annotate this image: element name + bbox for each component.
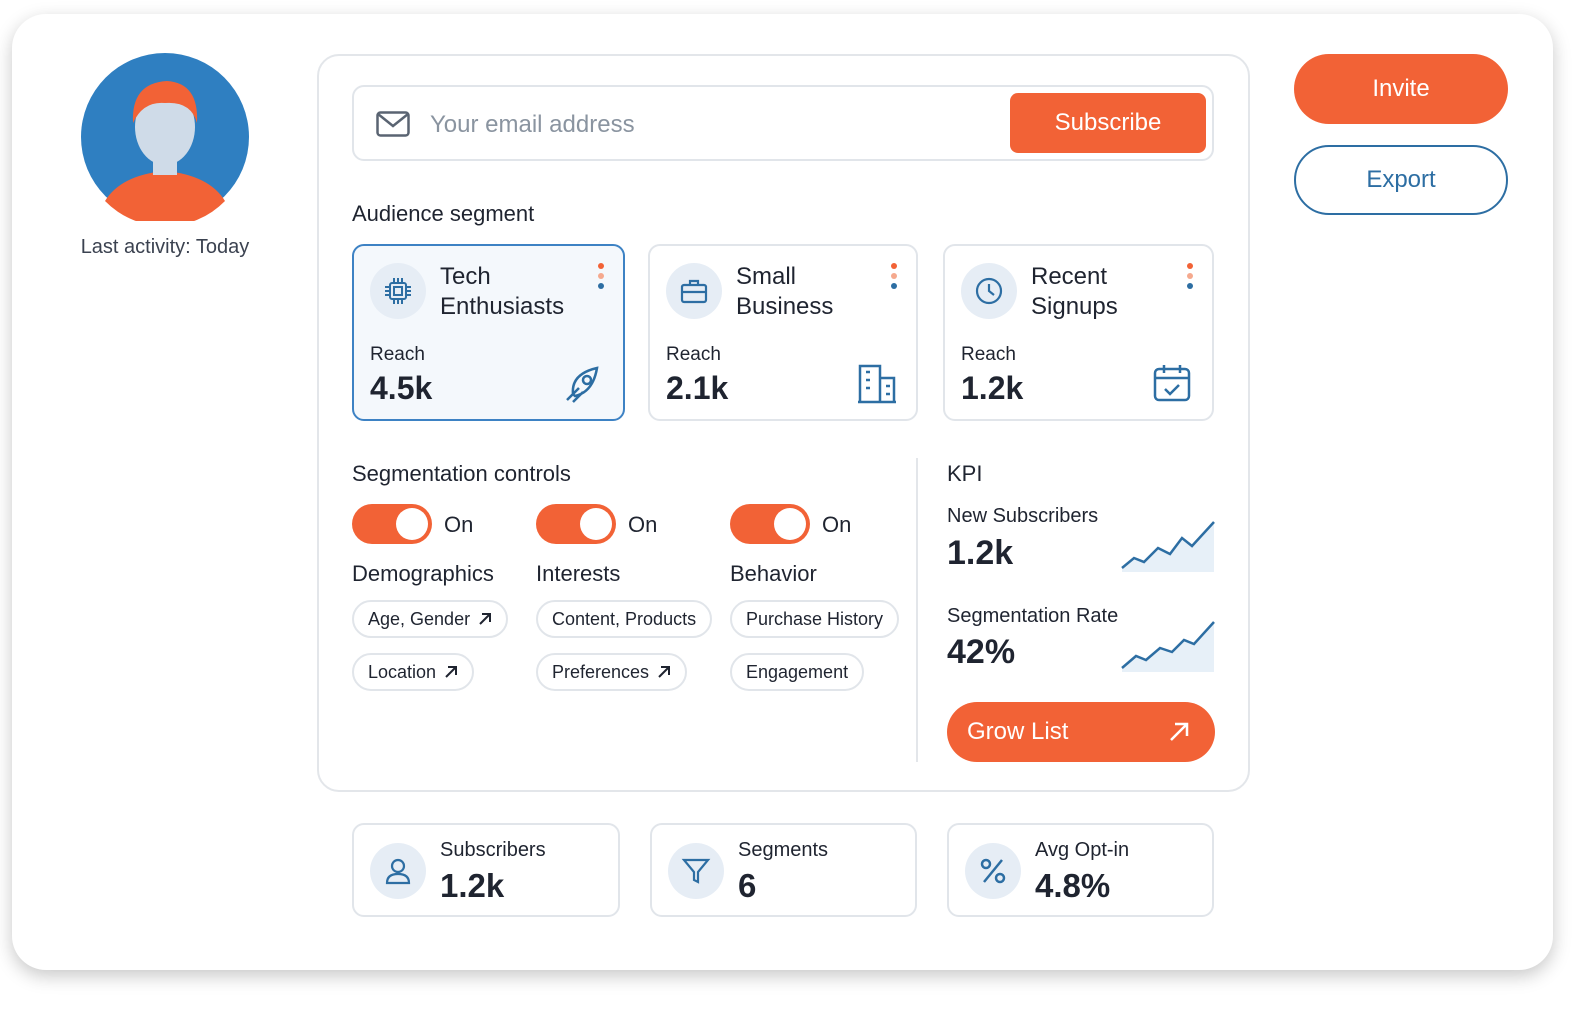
- briefcase-icon: [666, 263, 722, 319]
- funnel-icon: [668, 843, 724, 899]
- tag[interactable]: Engagement: [730, 653, 865, 691]
- kpi-value: 1.2k: [947, 534, 1014, 572]
- user-icon: [370, 843, 426, 899]
- export-button[interactable]: Export: [1294, 145, 1508, 215]
- button-text: Grow List: [967, 718, 1069, 745]
- email-placeholder: Your email address: [430, 111, 635, 138]
- metric-value: 1.2k: [961, 370, 1024, 406]
- stat-value: 1.2k: [440, 867, 505, 904]
- tag-text: Location: [368, 661, 437, 682]
- main-panel: [317, 54, 1250, 792]
- toggle[interactable]: [352, 504, 432, 544]
- segment-card[interactable]: Recent Signups Reach 1.2k: [943, 244, 1214, 421]
- calendar-icon: [1153, 365, 1191, 402]
- metric-value: 2.1k: [666, 370, 729, 406]
- kpi-label: Segmentation Rate: [947, 605, 1119, 627]
- arrow-icon: [658, 666, 671, 678]
- tag[interactable]: Purchase History: [730, 600, 900, 638]
- toggle[interactable]: [730, 504, 810, 544]
- tag-text: Content, Products: [552, 608, 697, 629]
- tag[interactable]: Content, Products: [536, 600, 713, 638]
- toggle-state: On: [822, 512, 852, 537]
- toggle-state: On: [628, 512, 658, 537]
- chip-icon: [370, 263, 426, 319]
- stat-card: Segments 6: [650, 823, 917, 917]
- divider: [916, 458, 918, 762]
- kebab[interactable]: [1186, 262, 1194, 290]
- tag-text: Age, Gender: [368, 608, 471, 629]
- segment-name: Small Business: [736, 263, 834, 320]
- building-icon: [858, 364, 896, 404]
- arrow-icon: [445, 666, 458, 678]
- arrow-icon: [479, 613, 492, 625]
- stat-card: Avg Opt-in 4.8%: [947, 823, 1214, 917]
- stat-value: 4.8%: [1035, 867, 1111, 904]
- tag-text: Purchase History: [746, 608, 884, 629]
- stat-label: Avg Opt-in: [1035, 839, 1130, 861]
- rocket-icon: [566, 366, 599, 403]
- stat-label: Subscribers: [440, 839, 546, 861]
- segment-card[interactable]: Tech Enthusiasts Reach 4.5k: [352, 244, 625, 421]
- tag[interactable]: Location: [352, 653, 475, 691]
- control-label: Interests: [536, 561, 621, 586]
- clock-icon: [961, 263, 1017, 319]
- kpi-value: 42%: [947, 633, 1016, 671]
- tag[interactable]: Preferences: [536, 653, 688, 691]
- percent-icon: [965, 843, 1021, 899]
- stat-card: Subscribers 1.2k: [352, 823, 620, 917]
- segment-name: Recent Signups: [1031, 263, 1118, 320]
- toggle[interactable]: [536, 504, 616, 544]
- mail-icon: [376, 111, 410, 137]
- sparkline: [1121, 521, 1215, 572]
- arrow-icon: [1170, 722, 1189, 741]
- kebab[interactable]: [890, 262, 898, 290]
- control-label: Demographics: [352, 561, 494, 586]
- section-title: Segmentation controls: [352, 461, 571, 486]
- subscribe-button[interactable]: Subscribe: [1010, 93, 1206, 153]
- segment-card[interactable]: Small Business Reach 2.1k: [648, 244, 918, 421]
- metric-value: 4.5k: [370, 370, 433, 406]
- section-title: Audience segment: [352, 201, 535, 226]
- tag[interactable]: Age, Gender: [352, 600, 509, 638]
- control-label: Behavior: [730, 561, 817, 586]
- invite-button[interactable]: Invite: [1294, 54, 1508, 124]
- grow-list-button[interactable]: Grow List: [947, 702, 1215, 762]
- tag-text: Engagement: [746, 661, 849, 682]
- activity: Last activity: Today: [80, 236, 250, 258]
- tag-text: Preferences: [552, 661, 650, 682]
- stat-value: 6: [738, 867, 757, 904]
- metric-label: Reach: [370, 344, 425, 365]
- metric-label: Reach: [666, 344, 721, 365]
- segment-name: Tech Enthusiasts: [440, 263, 565, 320]
- stat-label: Segments: [738, 839, 829, 861]
- sparkline: [1121, 621, 1215, 672]
- toggle-state: On: [444, 512, 474, 537]
- section-title: KPI: [947, 461, 983, 486]
- metric-label: Reach: [961, 344, 1016, 365]
- avatar: [81, 53, 249, 221]
- kebab[interactable]: [597, 262, 605, 290]
- kpi-label: New Subscribers: [947, 505, 1099, 527]
